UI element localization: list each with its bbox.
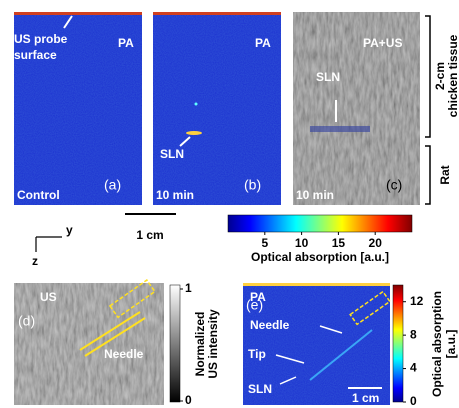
panel-label: (a) xyxy=(104,177,121,193)
panel-label: (d) xyxy=(18,313,35,329)
text: SLN xyxy=(316,70,340,84)
text: Control xyxy=(17,188,60,202)
tick-label: 0 xyxy=(185,393,192,407)
panel-label: (c) xyxy=(386,177,402,193)
text: surface xyxy=(14,48,57,62)
colorbar-label: US intensity xyxy=(206,309,220,379)
text: US probe xyxy=(14,32,68,46)
text: Needle xyxy=(104,347,144,361)
text: 10 min xyxy=(296,188,334,202)
panel-d: US (d) Needle xyxy=(14,280,164,405)
tick-label: 20 xyxy=(369,236,383,250)
colorbar-label: Normalized xyxy=(193,312,207,377)
tick-label: 10 xyxy=(295,236,309,250)
colorbar-label: [a.u.] xyxy=(444,330,458,359)
colorbar xyxy=(170,285,180,402)
panel-label: (b) xyxy=(244,177,261,193)
scale-label: 1 cm xyxy=(136,228,163,242)
colorbar xyxy=(228,215,412,232)
tick-label: 0 xyxy=(410,394,417,408)
panel-c: PA+US SLN 10 min (c) xyxy=(293,12,420,205)
figure: US probe surface PA Control (a) PA SLN 1… xyxy=(0,0,459,408)
tick-label: 12 xyxy=(410,294,424,308)
text: PA+US xyxy=(363,36,402,50)
colorbar-label: Optical absorption xyxy=(430,291,444,397)
tick-label: 4 xyxy=(410,361,417,375)
text: 1 cm xyxy=(352,391,379,405)
text: Tip xyxy=(248,347,266,361)
tick-label: 5 xyxy=(261,236,268,250)
colorbar xyxy=(393,285,403,402)
side-label: 2-cm xyxy=(433,62,447,90)
bracket xyxy=(425,146,430,204)
side-label: chicken tissue xyxy=(446,34,459,117)
text: PA xyxy=(255,36,271,50)
text: 10 min xyxy=(156,188,194,202)
axis-label: z xyxy=(32,254,38,268)
text: SLN xyxy=(160,147,184,161)
panel-label: (e) xyxy=(246,297,263,313)
side-label: Rat xyxy=(438,165,452,184)
text: US xyxy=(40,290,57,304)
panel-b: PA SLN 10 min (b) xyxy=(153,12,281,205)
panel-e: PA (e) Needle Tip SLN 1 cm xyxy=(243,283,390,405)
colorbar-label: Optical absorption [a.u.] xyxy=(251,250,389,264)
panel-a: US probe surface PA Control (a) xyxy=(14,12,142,205)
text: Needle xyxy=(250,318,290,332)
bracket xyxy=(425,16,430,137)
text: PA xyxy=(118,36,134,50)
text: SLN xyxy=(248,382,272,396)
axis-glyph xyxy=(36,237,62,252)
axis-label: y xyxy=(66,223,73,237)
tick-label: 15 xyxy=(332,236,346,250)
tick-label: 8 xyxy=(410,327,417,341)
tick-label: 1 xyxy=(185,281,192,295)
